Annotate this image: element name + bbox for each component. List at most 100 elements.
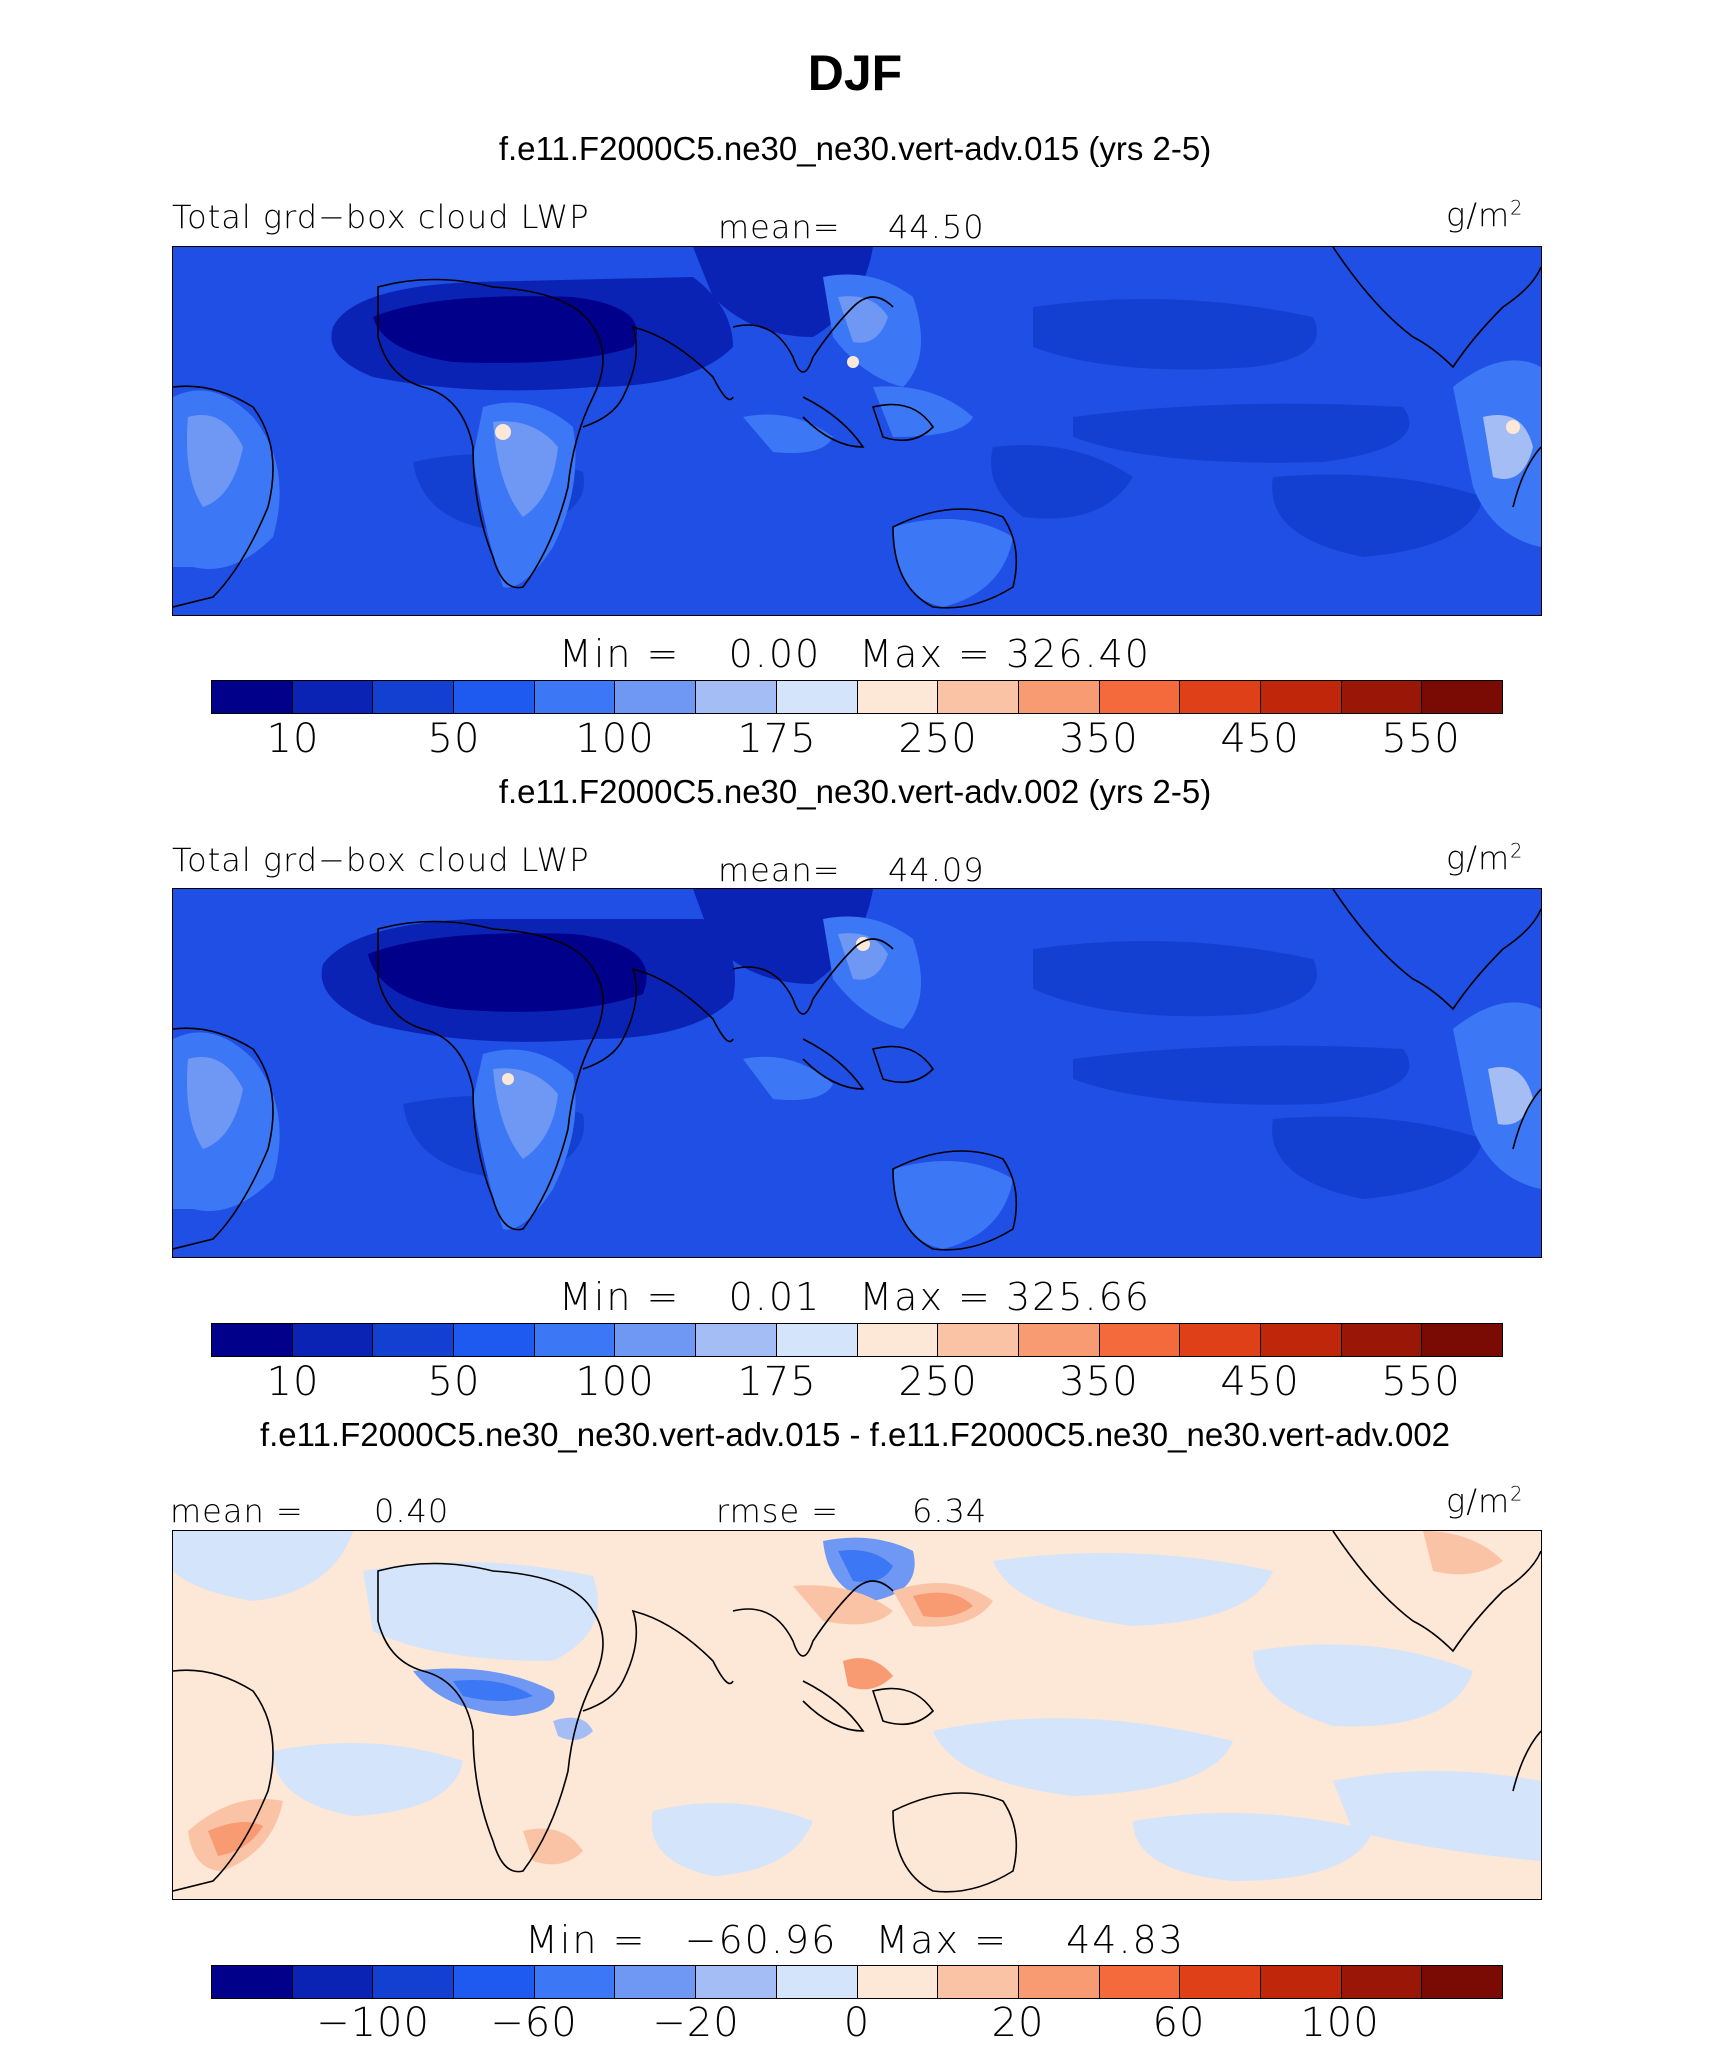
panel-2-tick: 350 bbox=[1059, 1359, 1139, 1405]
colorbar-box bbox=[1180, 681, 1261, 713]
panel-2-case-title: f.e11.F2000C5.ne30_ne30.vert-adv.002 (yr… bbox=[498, 773, 1212, 810]
colorbar-box bbox=[1422, 1966, 1502, 1998]
colorbar-box bbox=[615, 1966, 697, 1998]
colorbar-box bbox=[1099, 1324, 1181, 1356]
colorbar-box bbox=[454, 681, 535, 713]
panel-2-units: g/m2 bbox=[1446, 839, 1524, 877]
panel-3-mean-value: 0.40 bbox=[374, 1492, 450, 1530]
colorbar-box bbox=[938, 681, 1019, 713]
panel-3-tick: −60 bbox=[490, 2000, 578, 2046]
colorbar-box bbox=[938, 1966, 1019, 1998]
panel-3-units: g/m2 bbox=[1446, 1482, 1524, 1520]
colorbar-box bbox=[1099, 1966, 1181, 1998]
panel-2-mean-label: mean= bbox=[718, 851, 841, 889]
colorbar-box bbox=[857, 681, 939, 713]
panel-3-tick: 20 bbox=[991, 2000, 1045, 2046]
colorbar-box bbox=[1422, 1324, 1502, 1356]
panel-2-max-value: 325.66 bbox=[1005, 1275, 1151, 1319]
panel-2-tick: 100 bbox=[575, 1359, 655, 1405]
panel-2-tick: 50 bbox=[427, 1359, 481, 1405]
panel-3-case-title: f.e11.F2000C5.ne30_ne30.vert-adv.015 - f… bbox=[259, 1416, 1451, 1453]
colorbar-box bbox=[1018, 681, 1100, 713]
panel-2-max-label: Max = bbox=[859, 1275, 992, 1319]
panel-2-colorbar bbox=[211, 1323, 1503, 1357]
panel-3-min-label: Min = bbox=[525, 1918, 647, 1962]
colorbar-box bbox=[615, 681, 697, 713]
panel-2-tick: 550 bbox=[1381, 1359, 1461, 1405]
panel-3-tick: 0 bbox=[843, 2000, 871, 2046]
colorbar-box bbox=[1018, 1966, 1100, 1998]
panel-2-minmax: Min = 0.01 Max = 325.66 bbox=[0, 1275, 1710, 1319]
colorbar-box bbox=[696, 1966, 777, 1998]
colorbar-box bbox=[454, 1324, 535, 1356]
colorbar-box bbox=[615, 1324, 697, 1356]
panel-3-tick: −20 bbox=[652, 2000, 740, 2046]
panel-1-tick: 50 bbox=[427, 716, 481, 762]
panel-3-minmax: Min = −60.96 Max = 44.83 bbox=[0, 1918, 1710, 1962]
panel-1-tick: 350 bbox=[1059, 716, 1139, 762]
colorbar-box bbox=[1341, 1324, 1423, 1356]
panel-2-tick: 450 bbox=[1220, 1359, 1300, 1405]
colorbar-box bbox=[534, 681, 616, 713]
panel-1-max-label: Max = bbox=[859, 632, 992, 676]
panel-1-colorbar bbox=[211, 680, 1503, 714]
panel-2-tick: 250 bbox=[898, 1359, 978, 1405]
panel-2-min-value: 0.01 bbox=[728, 1275, 822, 1319]
panel-1-map bbox=[172, 246, 1542, 616]
panel-2-map bbox=[172, 888, 1542, 1258]
colorbar-box bbox=[292, 681, 374, 713]
colorbar-box bbox=[776, 1324, 858, 1356]
panel-3-mean-label: mean = bbox=[170, 1492, 304, 1530]
panel-1-minmax: Min = 0.00 Max = 326.40 bbox=[0, 632, 1710, 676]
colorbar-box bbox=[1260, 1966, 1342, 1998]
panel-3-colorbar bbox=[211, 1965, 1503, 1999]
panel-3-min-value: −60.96 bbox=[684, 1918, 838, 1962]
colorbar-box bbox=[292, 1324, 374, 1356]
panel-1-min-value: 0.00 bbox=[728, 632, 822, 676]
panel-3-tick: 60 bbox=[1152, 2000, 1206, 2046]
colorbar-box bbox=[1341, 681, 1423, 713]
colorbar-box bbox=[1341, 1966, 1423, 1998]
colorbar-box bbox=[1260, 681, 1342, 713]
panel-1-variable-label: Total grd−box cloud LWP bbox=[172, 198, 590, 236]
panel-3-max-label: Max = bbox=[875, 1918, 1008, 1962]
panel-1-tick: 450 bbox=[1220, 716, 1300, 762]
colorbar-box bbox=[454, 1966, 535, 1998]
colorbar-box bbox=[292, 1966, 374, 1998]
panel-3-tick: −100 bbox=[316, 2000, 430, 2046]
panel-1-tick: 550 bbox=[1381, 716, 1461, 762]
colorbar-box bbox=[696, 1324, 777, 1356]
colorbar-box bbox=[1180, 1966, 1261, 1998]
colorbar-box bbox=[857, 1966, 939, 1998]
panel-1-mean-label: mean= bbox=[718, 208, 841, 246]
panel-3-tick: 100 bbox=[1300, 2000, 1380, 2046]
panel-1-case-title: f.e11.F2000C5.ne30_ne30.vert-adv.015 (yr… bbox=[498, 130, 1212, 167]
colorbar-box bbox=[1422, 681, 1502, 713]
panel-2-tick: 175 bbox=[737, 1359, 817, 1405]
panel-1-tick: 250 bbox=[898, 716, 978, 762]
panel-2-variable-label: Total grd−box cloud LWP bbox=[172, 841, 590, 879]
colorbar-box bbox=[212, 1324, 293, 1356]
panel-3-rmse-value: 6.34 bbox=[912, 1492, 988, 1530]
figure-title: DJF bbox=[807, 45, 903, 101]
colorbar-box bbox=[534, 1966, 616, 1998]
colorbar-box bbox=[1018, 1324, 1100, 1356]
panel-3-max-value: 44.83 bbox=[1066, 1918, 1185, 1962]
colorbar-box bbox=[1099, 681, 1181, 713]
panel-1-mean-value: 44.50 bbox=[888, 208, 985, 246]
panel-1-tick: 100 bbox=[575, 716, 655, 762]
colorbar-box bbox=[696, 681, 777, 713]
colorbar-box bbox=[534, 1324, 616, 1356]
panel-1-max-value: 326.40 bbox=[1005, 632, 1151, 676]
colorbar-box bbox=[1180, 1324, 1261, 1356]
colorbar-box bbox=[857, 1324, 939, 1356]
panel-1-min-label: Min = bbox=[559, 632, 681, 676]
colorbar-box bbox=[373, 1966, 455, 1998]
colorbar-box bbox=[212, 1966, 293, 1998]
colorbar-box bbox=[373, 681, 455, 713]
panel-3-rmse-label: rmse = bbox=[716, 1492, 840, 1530]
colorbar-box bbox=[212, 681, 293, 713]
panel-2-tick: 10 bbox=[266, 1359, 320, 1405]
colorbar-box bbox=[938, 1324, 1019, 1356]
panel-1-tick: 175 bbox=[737, 716, 817, 762]
